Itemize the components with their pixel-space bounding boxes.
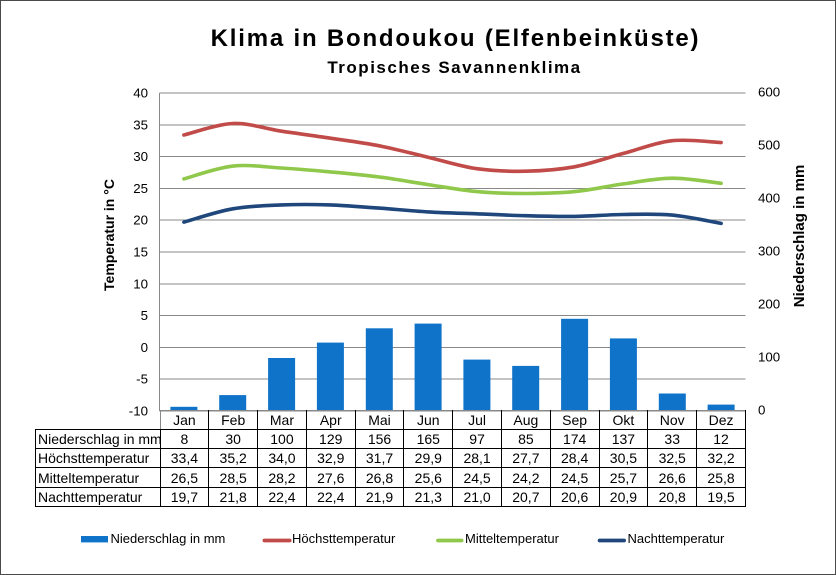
svg-text:15: 15	[133, 245, 148, 260]
svg-text:Niederschlag in mm: Niederschlag in mm	[791, 165, 808, 308]
svg-text:Temperatur in °C: Temperatur in °C	[101, 179, 117, 291]
svg-text:25: 25	[133, 181, 148, 196]
svg-text:-5: -5	[136, 372, 148, 387]
svg-text:-10: -10	[129, 404, 148, 419]
svg-text:100: 100	[758, 350, 780, 365]
svg-text:30: 30	[133, 149, 148, 164]
svg-text:35: 35	[133, 117, 148, 132]
svg-text:500: 500	[758, 138, 780, 153]
svg-text:40: 40	[133, 86, 148, 101]
svg-text:400: 400	[758, 191, 780, 206]
svg-text:5: 5	[141, 308, 148, 323]
svg-text:10: 10	[133, 276, 148, 291]
svg-text:600: 600	[758, 85, 780, 100]
svg-text:0: 0	[758, 403, 765, 418]
svg-text:0: 0	[141, 340, 148, 355]
svg-text:20: 20	[133, 213, 148, 228]
svg-text:200: 200	[758, 297, 780, 312]
svg-text:300: 300	[758, 244, 780, 259]
